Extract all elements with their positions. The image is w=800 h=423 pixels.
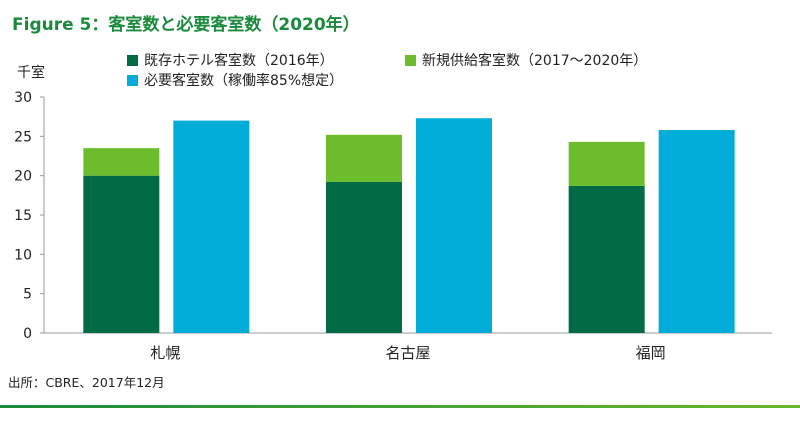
y-tick-label: 5 xyxy=(23,287,32,303)
y-tick-label: 0 xyxy=(23,326,32,342)
legend-item-new-supply: 新規供給客室数（2017～2020年） xyxy=(405,50,647,70)
y-tick-label: 25 xyxy=(14,129,32,145)
x-tick-label: 名古屋 xyxy=(385,344,430,362)
y-axis-unit-label: 千室 xyxy=(17,65,45,81)
legend-item-required: 必要客室数（稼働率85%想定） xyxy=(127,70,343,90)
bar-0-2 xyxy=(568,185,645,333)
figure-title: Figure 5：客室数と必要客室数（2020年） xyxy=(12,15,360,35)
y-tick-label: 20 xyxy=(14,169,32,185)
legend-swatch-existing xyxy=(127,54,138,66)
bar-2-0 xyxy=(173,120,250,333)
bar-2-2 xyxy=(658,130,735,333)
legend-item-existing: 既存ホテル客室数（2016年） xyxy=(127,50,334,70)
x-tick-label: 福岡 xyxy=(636,344,666,362)
legend-swatch-new-supply xyxy=(405,54,416,66)
legend-label-required: 必要客室数（稼働率85%想定） xyxy=(144,73,344,89)
bar-1-2 xyxy=(568,141,645,186)
source-note: 出所：CBRE、2017年12月 xyxy=(8,375,165,390)
y-tick-label: 10 xyxy=(14,247,32,263)
bar-1-0 xyxy=(83,148,160,176)
stacked-bar-chart: 0 5 10 15 20 25 30 札幌 名古屋 福岡 xyxy=(14,90,772,362)
bar-0-0 xyxy=(83,175,160,333)
bar-1-1 xyxy=(326,134,402,182)
x-tick-label: 札幌 xyxy=(150,344,180,362)
bar-2-1 xyxy=(416,118,492,334)
legend-label-new-supply: 新規供給客室数（2017～2020年） xyxy=(422,53,648,69)
y-tick-label: 15 xyxy=(14,208,32,224)
y-tick-label: 30 xyxy=(14,90,32,106)
legend-label-existing: 既存ホテル客室数（2016年） xyxy=(144,53,334,69)
legend-swatch-required xyxy=(127,74,138,86)
bar-0-1 xyxy=(326,181,402,333)
bottom-divider xyxy=(0,405,800,408)
